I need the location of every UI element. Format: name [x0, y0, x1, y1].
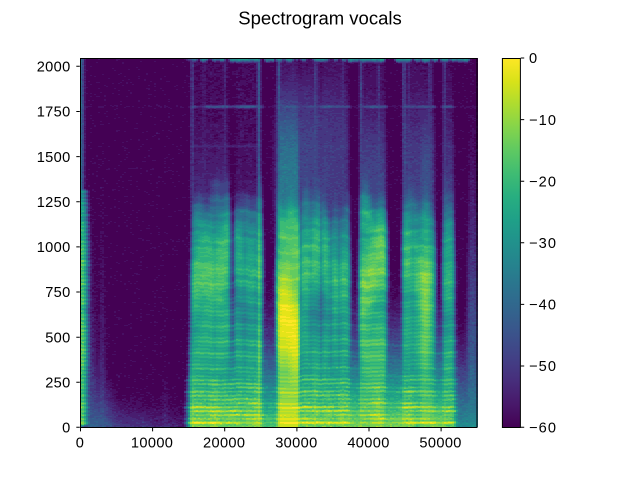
svg-text:500: 500	[45, 330, 70, 346]
svg-text:1500: 1500	[37, 150, 71, 166]
svg-text:750: 750	[45, 285, 70, 301]
svg-text:−20: −20	[529, 174, 557, 190]
svg-text:0: 0	[62, 420, 70, 436]
svg-text:Spectrogram vocals: Spectrogram vocals	[238, 7, 401, 28]
svg-text:20000: 20000	[203, 436, 245, 452]
svg-text:−10: −10	[529, 113, 557, 129]
svg-text:−50: −50	[529, 359, 557, 375]
svg-text:250: 250	[45, 376, 70, 392]
svg-text:1000: 1000	[37, 240, 71, 256]
svg-text:1750: 1750	[37, 105, 71, 121]
svg-text:50000: 50000	[419, 436, 461, 452]
svg-text:40000: 40000	[347, 436, 389, 452]
svg-text:10000: 10000	[131, 436, 173, 452]
svg-text:0: 0	[529, 51, 538, 67]
svg-text:1250: 1250	[37, 195, 71, 211]
svg-text:2000: 2000	[37, 60, 71, 76]
svg-text:−40: −40	[529, 298, 557, 314]
svg-text:0: 0	[76, 436, 84, 452]
svg-text:30000: 30000	[275, 436, 317, 452]
svg-text:−60: −60	[529, 420, 557, 436]
svg-text:−30: −30	[529, 236, 557, 252]
